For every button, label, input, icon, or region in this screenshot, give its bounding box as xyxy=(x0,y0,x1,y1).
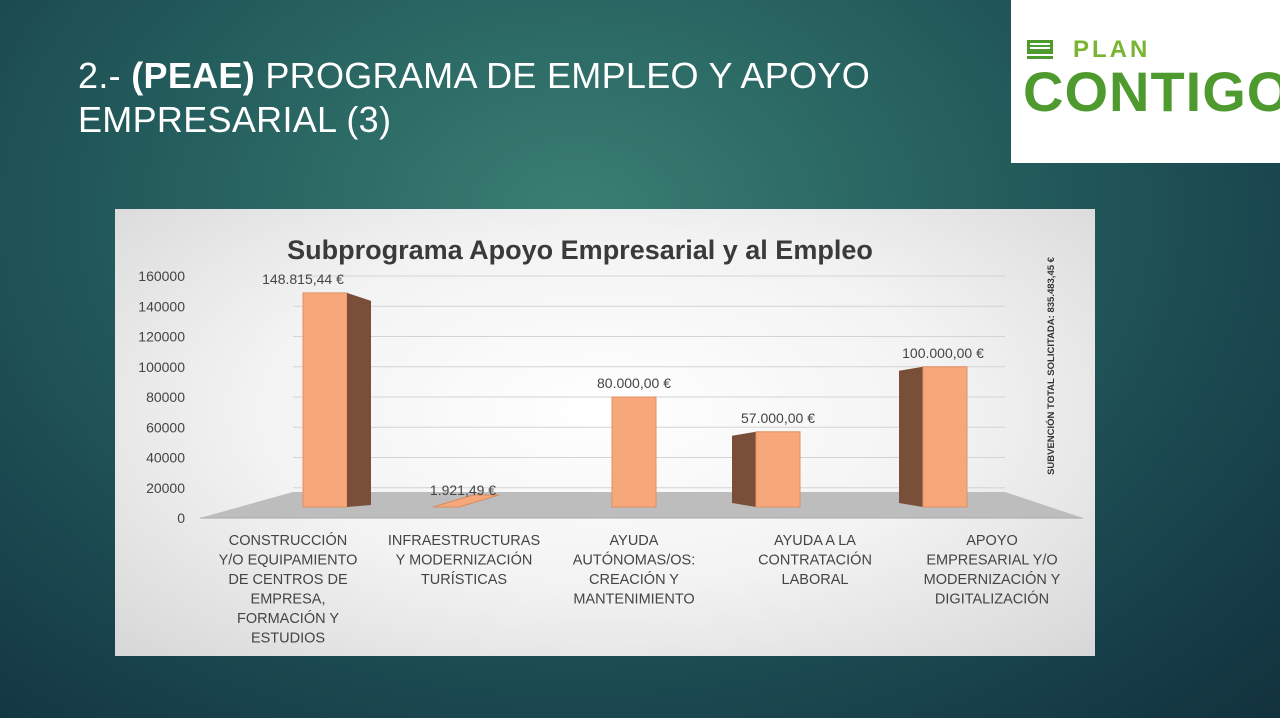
slide-title: 2.- (PEAE) PROGRAMA DE EMPLEO Y APOYO EM… xyxy=(78,54,958,142)
bar xyxy=(611,396,657,508)
y-tick-label: 100000 xyxy=(138,359,185,375)
data-label: 80.000,00 € xyxy=(597,375,671,391)
category-label: ESTUDIOS xyxy=(251,631,325,647)
bar-side xyxy=(732,431,756,507)
category-label: EMPRESARIAL Y/O xyxy=(926,553,1057,569)
category-label: LABORAL xyxy=(782,572,849,588)
chart-title: Subprograma Apoyo Empresarial y al Emple… xyxy=(287,235,873,265)
y-tick-label: 0 xyxy=(177,510,185,526)
category-label: Y/O EQUIPAMIENTO xyxy=(219,553,358,569)
y-tick-label: 160000 xyxy=(138,268,185,284)
category-label: AUTÓNOMAS/OS: xyxy=(573,552,695,569)
y-tick-label: 40000 xyxy=(146,450,185,466)
category-label: APOYO xyxy=(966,533,1018,549)
category-label: Y MODERNIZACIÓN xyxy=(396,552,533,569)
data-label: 148.815,44 € xyxy=(262,271,344,287)
category-label: INFRAESTRUCTURAS xyxy=(388,533,540,549)
data-label: 100.000,00 € xyxy=(902,345,984,361)
category-label: CONSTRUCCIÓN xyxy=(229,532,347,549)
total-subsidy-note: SUBVENCIÓN TOTAL SOLICITADA: 835.483,45 … xyxy=(1045,256,1057,475)
category-label: MANTENIMIENTO xyxy=(573,592,694,608)
category-label: DIGITALIZACIÓN xyxy=(935,591,1049,608)
logo-word-contigo: CONTIGO xyxy=(1023,60,1280,123)
data-label: 57.000,00 € xyxy=(741,410,815,426)
logo-word-plan: PLAN xyxy=(1073,36,1151,63)
bar xyxy=(755,431,801,508)
y-tick-label: 60000 xyxy=(146,419,185,435)
title-rest: PROGRAMA DE EMPLEO Y APOYO EMPRESARIAL (… xyxy=(78,55,870,140)
bar-chart: Subprograma Apoyo Empresarial y al Emple… xyxy=(138,235,1083,647)
plan-contigo-logo: PLAN CONTIGO xyxy=(1011,0,1280,163)
category-label: MODERNIZACIÓN Y xyxy=(924,571,1061,588)
title-bold: (PEAE) xyxy=(131,55,256,96)
chart-panel: Subprograma Apoyo Empresarial y al Emple… xyxy=(115,209,1095,656)
y-tick-label: 20000 xyxy=(146,480,185,496)
y-tick-label: 140000 xyxy=(138,298,185,314)
title-prefix: 2.- xyxy=(78,55,132,96)
category-label: DE CENTROS DE xyxy=(228,572,348,588)
category-label: AYUDA A LA xyxy=(774,533,856,549)
bar-side xyxy=(899,366,923,507)
bar xyxy=(432,494,500,508)
y-tick-label: 120000 xyxy=(138,329,185,345)
category-label: CREACIÓN Y xyxy=(589,571,679,588)
category-label: CONTRATACIÓN xyxy=(758,552,872,569)
bar xyxy=(302,292,348,508)
bar-side xyxy=(347,292,371,507)
category-label: TURÍSTICAS xyxy=(421,571,507,588)
data-label: 1.921,49 € xyxy=(430,482,496,498)
category-label: EMPRESA, xyxy=(251,592,326,608)
seville-emblem-icon xyxy=(1027,40,1053,59)
y-tick-label: 80000 xyxy=(146,389,185,405)
category-label: FORMACIÓN Y xyxy=(237,610,339,627)
category-label: AYUDA xyxy=(610,533,659,549)
bar xyxy=(922,366,968,508)
